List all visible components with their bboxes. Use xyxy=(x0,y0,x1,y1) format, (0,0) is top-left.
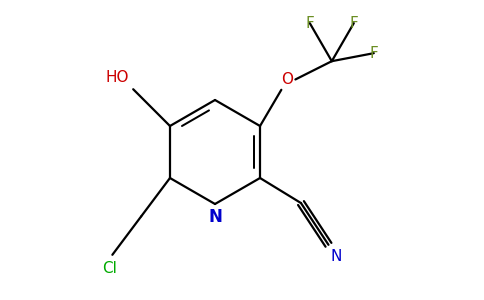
Text: F: F xyxy=(369,46,378,61)
Text: N: N xyxy=(331,249,342,264)
Text: Cl: Cl xyxy=(102,261,117,276)
Text: F: F xyxy=(305,16,314,31)
Text: HO: HO xyxy=(106,70,129,85)
Text: O: O xyxy=(281,72,293,87)
Text: F: F xyxy=(349,16,358,31)
Text: N: N xyxy=(208,208,222,226)
